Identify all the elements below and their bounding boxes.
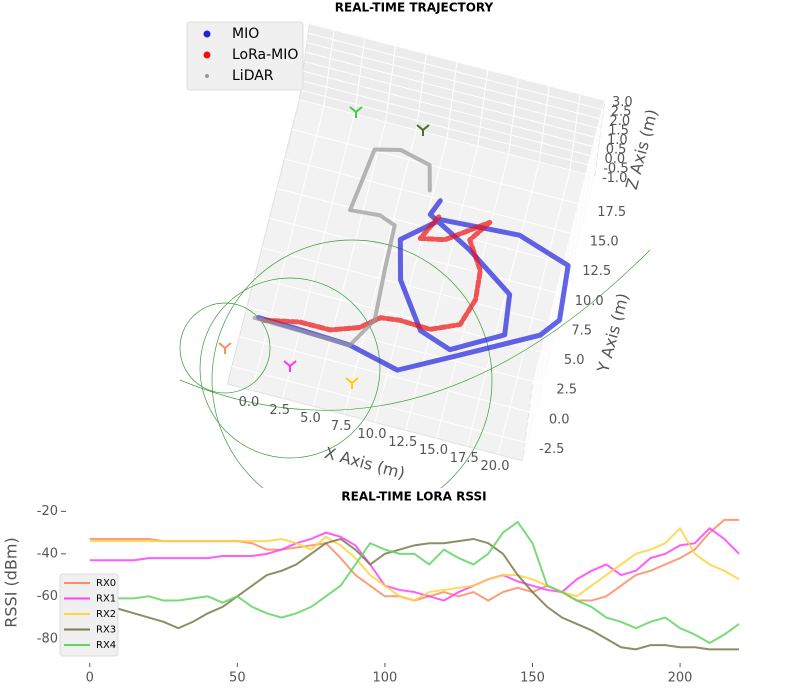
receiver — [345, 377, 359, 389]
grid-line — [304, 61, 600, 139]
x-tick-label: 7.5 — [331, 419, 352, 434]
grid-line — [308, 32, 604, 111]
receivers — [218, 106, 430, 389]
z-tick-label: 3.0 — [612, 95, 633, 110]
x-tick-label: 200 — [668, 671, 693, 686]
y-tick-label: -2.5 — [539, 442, 564, 457]
series-line — [89, 520, 740, 645]
legend-label: RX3 — [96, 625, 116, 636]
x-tick-label: 17.5 — [450, 451, 479, 466]
z-tick-label: 1.0 — [607, 133, 628, 148]
grid-line — [530, 109, 604, 395]
y-tick-label: -60 — [37, 589, 58, 604]
z-tick-label: 1.5 — [608, 123, 629, 138]
legend-marker — [203, 51, 211, 59]
range-circle — [211, 239, 493, 488]
grid-line — [306, 42, 603, 120]
y-tick-label: 15.0 — [590, 235, 619, 250]
x-tick-label: 100 — [372, 671, 397, 686]
x-tick-label: 12.5 — [388, 435, 417, 450]
grid-line — [301, 80, 598, 158]
series-line — [89, 526, 740, 602]
y-tick-label: 0.0 — [549, 412, 570, 427]
grid-line — [305, 51, 601, 130]
x-tick-label: 0 — [86, 671, 94, 686]
grid-line — [231, 365, 528, 444]
trajectory — [252, 147, 432, 348]
x-tick-label: 10.0 — [358, 427, 387, 442]
trajectory — [256, 198, 571, 373]
z-tick-label: 2.0 — [609, 114, 630, 129]
z-tick-label: 0.5 — [606, 142, 627, 157]
legend-marker — [203, 30, 211, 38]
y-tick-label: 2.5 — [556, 383, 577, 398]
z-tick-label: 2.5 — [611, 104, 632, 119]
receiver — [218, 342, 232, 354]
grid-line — [284, 158, 580, 237]
series-line — [89, 527, 740, 602]
x-tick-label: 50 — [229, 671, 246, 686]
legend-label: RX1 — [96, 594, 116, 605]
legend-label: MIO — [232, 26, 259, 42]
legend-label: RX4 — [96, 640, 116, 651]
range-circle — [199, 277, 381, 459]
grid-line — [303, 70, 599, 149]
receiver — [416, 124, 430, 136]
x-tick-label: 0.0 — [239, 395, 260, 410]
x-tick-label: 150 — [520, 671, 545, 686]
legend-label: RX0 — [96, 578, 116, 589]
series-line — [89, 537, 740, 651]
grid-line — [300, 89, 596, 168]
y-tick-label: 17.5 — [597, 205, 626, 220]
plot-2d: REAL-TIME LORA RSSI RSSI (dBm) -20 -40 -60 -8… — [2, 490, 740, 686]
chart-title: REAL-TIME LORA RSSI — [341, 490, 486, 504]
grid-line — [309, 23, 605, 101]
y-tick-label: 10.0 — [575, 294, 604, 309]
x-tick-label: 20.0 — [481, 459, 510, 474]
x-tick-label: 5.0 — [300, 411, 321, 426]
x-tick-label: 15.0 — [419, 443, 448, 458]
grid-line — [269, 217, 565, 296]
trajectory — [261, 212, 493, 333]
receiver — [283, 360, 297, 372]
z-tick-label: -0.5 — [603, 161, 628, 176]
legend-marker — [205, 74, 209, 78]
legend-label: LiDAR — [232, 68, 274, 84]
range-arc — [179, 249, 651, 411]
z-tick-label: -1.0 — [602, 171, 627, 186]
grid-line — [291, 128, 588, 207]
y-axis-label: RSSI (dBm) — [2, 537, 21, 627]
grid-line — [254, 276, 550, 355]
receiver — [349, 106, 363, 118]
panes — [226, 22, 606, 462]
series-line — [89, 518, 740, 602]
legend-label: RX2 — [96, 609, 116, 620]
x-tick-label: 2.5 — [269, 403, 290, 418]
legend-box — [186, 21, 304, 91]
y-tick-label: 5.0 — [564, 353, 585, 368]
grid-line — [299, 99, 595, 177]
chart-title: REAL-TIME TRAJECTORY — [335, 1, 494, 15]
legend-label: LoRa-MIO — [232, 47, 298, 63]
range-circle — [179, 302, 271, 394]
y-tick-label: -40 — [37, 546, 58, 561]
grid-line — [239, 336, 535, 414]
y-tick-label: -80 — [37, 631, 58, 646]
y-tick-label: 7.5 — [571, 323, 592, 338]
range-circles — [179, 239, 651, 488]
y-tick-label: -20 — [37, 504, 58, 519]
y-tick-label: 12.5 — [582, 264, 611, 279]
z-tick-label: 0.0 — [604, 152, 625, 167]
